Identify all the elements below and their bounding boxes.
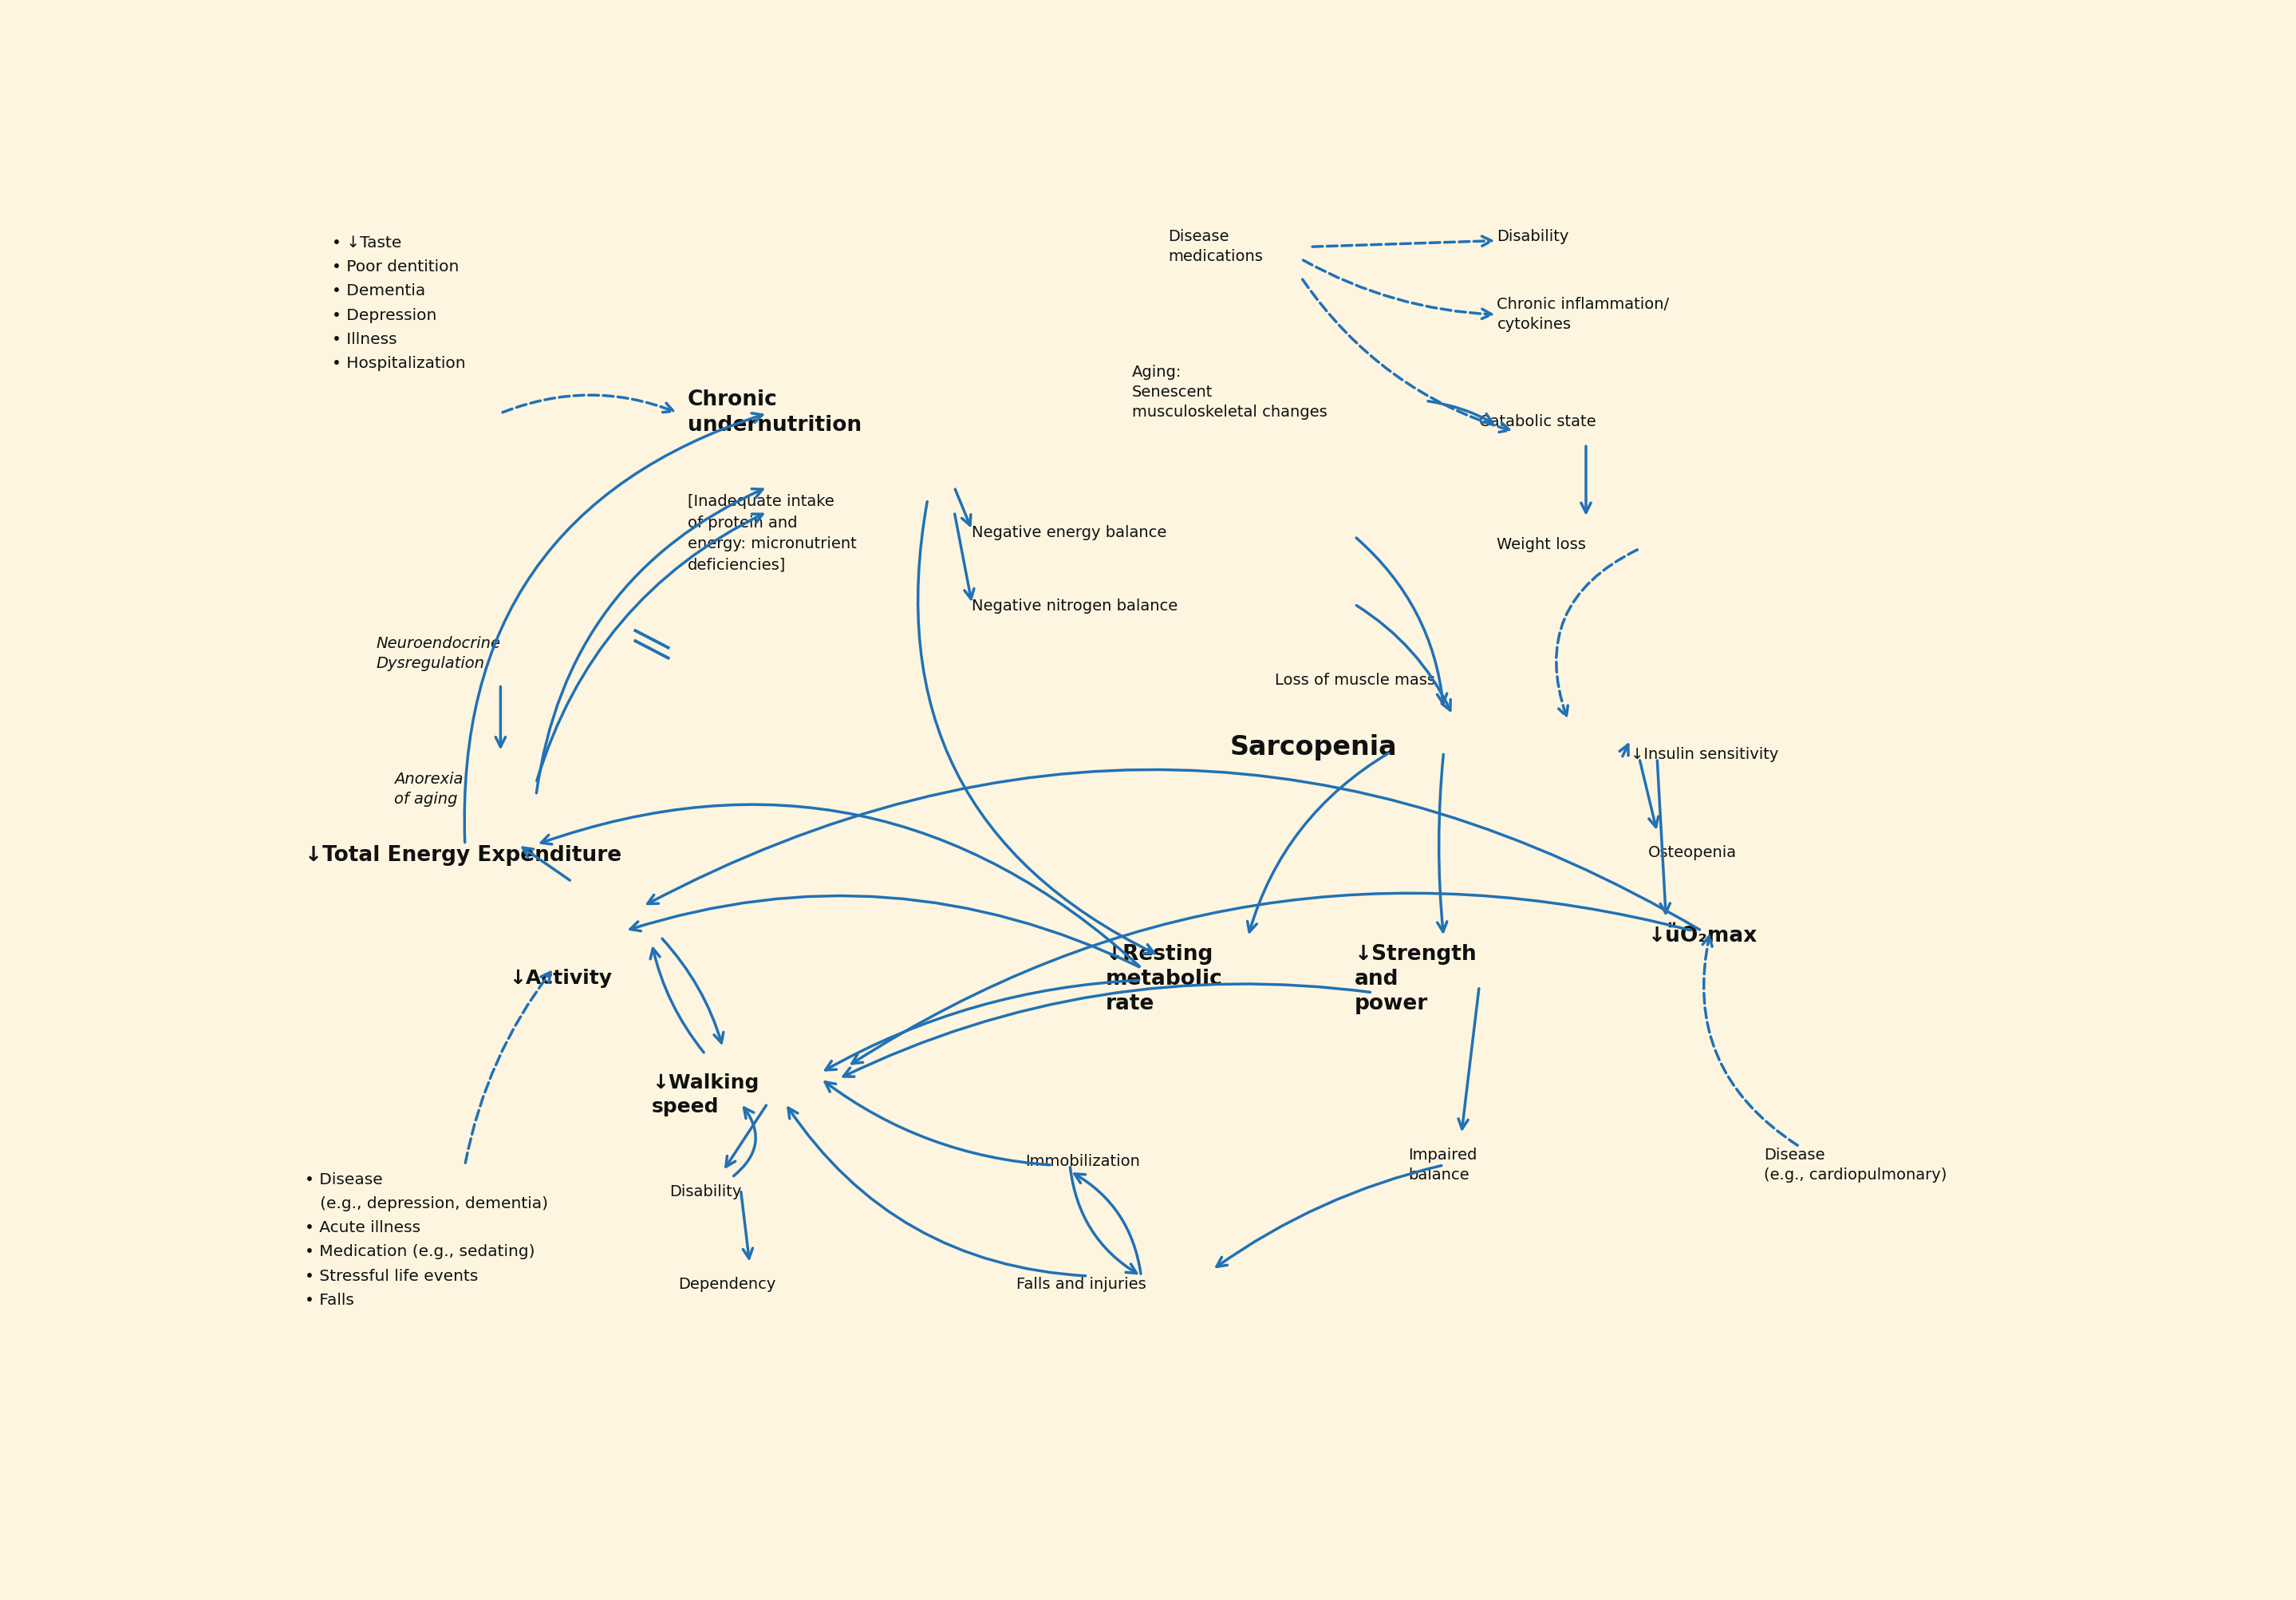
Text: ↓Resting
metabolic
rate: ↓Resting metabolic rate <box>1107 944 1221 1014</box>
Text: ↓Activity: ↓Activity <box>510 968 613 987</box>
Text: ↓Total Energy Expenditure: ↓Total Energy Expenditure <box>305 845 622 866</box>
Text: Catabolic state: Catabolic state <box>1479 414 1596 429</box>
Text: Weight loss: Weight loss <box>1497 538 1587 552</box>
Text: Disability: Disability <box>1497 229 1568 245</box>
Text: ↓Strength
and
power: ↓Strength and power <box>1355 944 1476 1014</box>
Text: Negative nitrogen balance: Negative nitrogen balance <box>971 598 1178 614</box>
Text: • ↓Taste
• Poor dentition
• Dementia
• Depression
• Illness
• Hospitalization: • ↓Taste • Poor dentition • Dementia • D… <box>331 235 466 371</box>
Text: Aging:
Senescent
musculoskeletal changes: Aging: Senescent musculoskeletal changes <box>1132 365 1327 419</box>
Text: ↓ṻO₂max: ↓ṻO₂max <box>1649 925 1759 946</box>
Text: Neuroendocrine
Dysregulation: Neuroendocrine Dysregulation <box>377 635 501 670</box>
Text: Sarcopenia: Sarcopenia <box>1231 734 1398 760</box>
Text: ↓Insulin sensitivity: ↓Insulin sensitivity <box>1630 746 1779 762</box>
Text: ↓Walking
speed: ↓Walking speed <box>652 1074 760 1115</box>
Text: Falls and injuries: Falls and injuries <box>1017 1277 1146 1291</box>
Text: Immobilization: Immobilization <box>1026 1154 1141 1168</box>
Text: Disease
(e.g., cardiopulmonary): Disease (e.g., cardiopulmonary) <box>1763 1147 1947 1182</box>
Text: • Disease
   (e.g., depression, dementia)
• Acute illness
• Medication (e.g., se: • Disease (e.g., depression, dementia) •… <box>305 1171 549 1307</box>
Text: Negative energy balance: Negative energy balance <box>971 525 1166 539</box>
Text: Impaired
balance: Impaired balance <box>1407 1147 1476 1182</box>
Text: Anorexia
of aging: Anorexia of aging <box>395 771 464 806</box>
Text: Disability: Disability <box>670 1184 742 1198</box>
Text: Disease
medications: Disease medications <box>1169 229 1263 264</box>
Text: Osteopenia: Osteopenia <box>1649 845 1736 861</box>
Text: Chronic
undernutrition: Chronic undernutrition <box>687 389 861 435</box>
Text: Loss of muscle mass: Loss of muscle mass <box>1274 672 1435 688</box>
Text: Dependency: Dependency <box>680 1277 776 1291</box>
Text: Chronic inflammation/
cytokines: Chronic inflammation/ cytokines <box>1497 296 1669 331</box>
Text: [Inadequate intake
of protein and
energy: micronutrient
deficiencies]: [Inadequate intake of protein and energy… <box>687 494 856 573</box>
